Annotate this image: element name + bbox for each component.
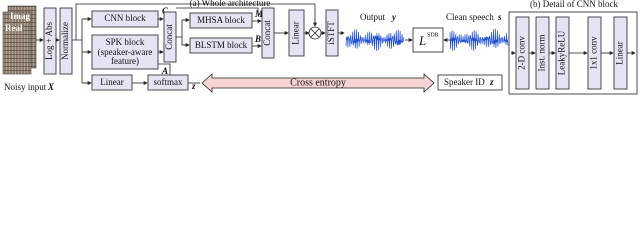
blstm-label: BLSTM block bbox=[195, 40, 248, 50]
branch-lines bbox=[72, 18, 91, 84]
loss-box bbox=[412, 27, 444, 53]
linear-label: Linear bbox=[100, 77, 123, 87]
input-label: Noisy input bbox=[4, 82, 47, 92]
spk-note: (speaker-aware bbox=[98, 47, 153, 57]
normalize-block bbox=[59, 7, 73, 75]
output-waveform bbox=[345, 29, 405, 51]
var-b: B bbox=[254, 34, 261, 44]
input-symbol: X bbox=[47, 82, 55, 92]
spk-note: feature) bbox=[111, 56, 139, 66]
title-b: (b) Detail of CNN block bbox=[530, 0, 618, 9]
output-symbol: y bbox=[391, 12, 397, 22]
branch-lines bbox=[176, 19, 189, 46]
detail-label: Linear bbox=[615, 41, 625, 64]
spectrogram-real bbox=[2, 11, 32, 75]
detail-label: LeakyReLU bbox=[557, 30, 567, 75]
detail-label: 1x1 conv bbox=[589, 36, 599, 70]
mhsa-block bbox=[189, 12, 253, 29]
z-hat: z bbox=[191, 81, 196, 91]
clean-label: Clean speech bbox=[446, 12, 494, 22]
detail-label: Inst. norm bbox=[537, 35, 547, 72]
istft-label: iSTFT bbox=[326, 21, 336, 45]
detail-blocks: 2-D conv Inst. norm LeakyReLU 1x1 conv Linea… bbox=[511, 16, 636, 90]
real-label: Real bbox=[5, 23, 23, 33]
cross-entropy-arrow bbox=[201, 73, 435, 93]
linear-block bbox=[91, 74, 133, 91]
speaker-id-label: Speaker ID bbox=[444, 77, 485, 87]
output-label: Output bbox=[360, 12, 386, 22]
skip-line bbox=[176, 7, 261, 15]
clean-symbol: s bbox=[497, 12, 502, 22]
var-c: C bbox=[162, 6, 169, 16]
softmax-block bbox=[147, 74, 189, 91]
spk-block-label: SPK block bbox=[106, 37, 145, 47]
speaker-id-symbol: z bbox=[489, 77, 494, 87]
blstm-block bbox=[189, 37, 253, 54]
loss-main: L bbox=[418, 33, 426, 48]
linear-label: Linear bbox=[291, 21, 301, 44]
diagram: Imag Real Noisy input X Log + Abs Normal… bbox=[2, 0, 638, 95]
mhsa-label: MHSA block bbox=[197, 15, 245, 25]
loss-sup: SDR bbox=[427, 32, 439, 38]
multiply-sign bbox=[310, 28, 320, 38]
concat-label: Concat bbox=[164, 24, 174, 50]
var-a: A bbox=[161, 66, 168, 76]
imag-label: Imag bbox=[10, 11, 30, 21]
title-a: (a) Whole architecture bbox=[190, 0, 271, 8]
concat-label: Concat bbox=[262, 20, 272, 46]
cnn-block-label: CNN block bbox=[104, 13, 146, 23]
log-abs-label: Log + Abs bbox=[44, 21, 54, 60]
skip-line bbox=[75, 3, 317, 40]
cross-entropy-label: Cross entropy bbox=[290, 77, 346, 88]
speaker-id-box bbox=[437, 74, 503, 91]
clean-waveform bbox=[449, 28, 509, 51]
normalize-label: Normalize bbox=[60, 22, 70, 60]
softmax-label: softmax bbox=[154, 77, 183, 87]
detail-label: 2-D conv bbox=[517, 36, 527, 70]
